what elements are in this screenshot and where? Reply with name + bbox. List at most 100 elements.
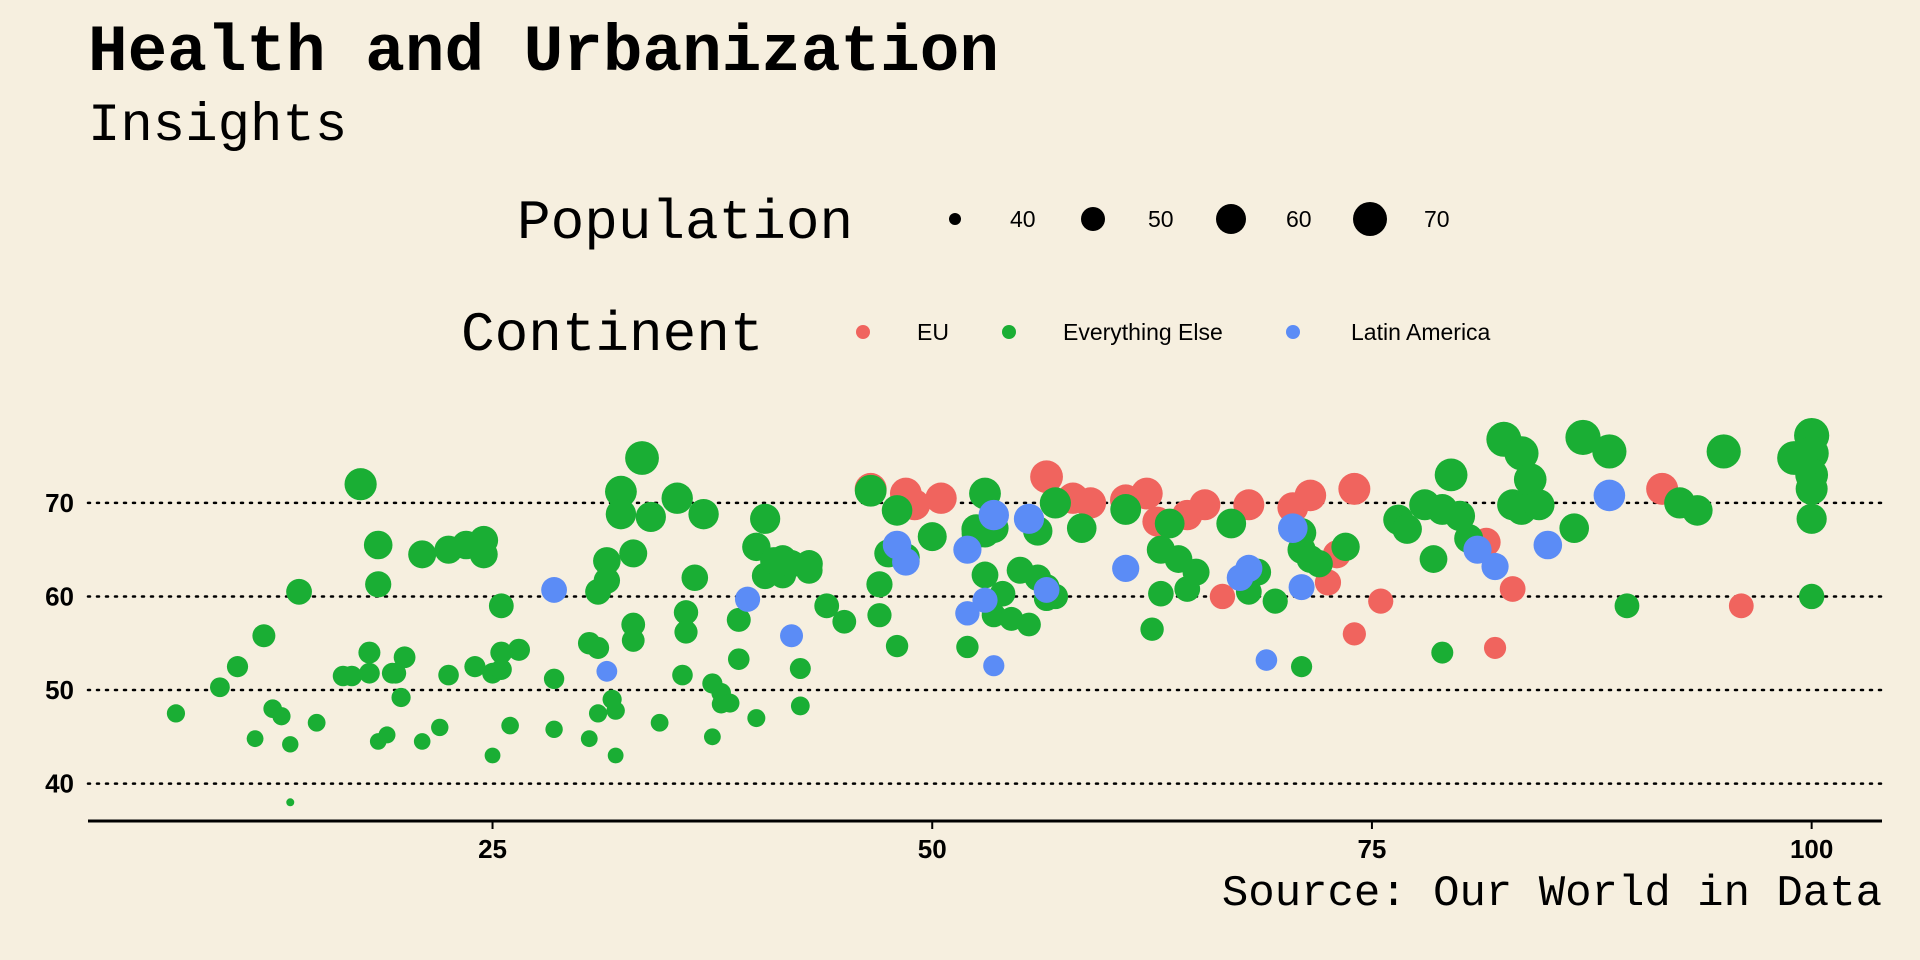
- point-other-61: [672, 664, 693, 686]
- point-other-119: [1154, 508, 1185, 539]
- point-eu-12: [1209, 583, 1236, 610]
- point-other-50: [606, 701, 625, 720]
- point-latam-1: [596, 660, 618, 682]
- point-other-40: [543, 668, 565, 689]
- point-other-89: [866, 571, 893, 598]
- point-other-21: [385, 662, 407, 684]
- point-other-72: [726, 607, 751, 632]
- point-other-134: [1392, 514, 1422, 544]
- point-other-154: [1706, 434, 1741, 469]
- size-legend-label-50: 50: [1148, 206, 1174, 232]
- point-other-96: [956, 635, 979, 659]
- point-other-3: [246, 730, 264, 748]
- point-other-44: [586, 636, 610, 660]
- point-other-74: [747, 709, 766, 728]
- color-legend-label-everything-else: Everything Else: [1063, 319, 1223, 345]
- point-other-153: [1682, 495, 1713, 526]
- point-latam-21: [1533, 530, 1563, 560]
- point-other-6: [272, 707, 291, 726]
- point-other-37: [490, 641, 513, 664]
- point-latam-20: [1481, 552, 1509, 581]
- point-other-123: [1216, 508, 1247, 539]
- point-other-65: [688, 498, 719, 530]
- point-latam-16: [1255, 649, 1278, 671]
- point-other-56: [621, 629, 645, 652]
- point-other-25: [413, 733, 431, 750]
- point-other-160: [1796, 503, 1827, 534]
- point-other-45: [588, 704, 608, 723]
- point-other-95: [917, 522, 947, 552]
- point-other-75: [750, 503, 781, 534]
- color-legend-key-everything-else: [1002, 325, 1016, 339]
- point-eu-19: [1342, 622, 1366, 646]
- point-other-92: [885, 634, 909, 658]
- point-other-70: [720, 693, 740, 713]
- point-other-118: [1148, 580, 1174, 607]
- point-eu-11: [1189, 489, 1221, 521]
- point-other-26: [431, 718, 449, 737]
- point-other-88: [867, 603, 892, 628]
- x-axis-ticks: 25 50 75 100: [478, 821, 1833, 864]
- point-other-58: [635, 501, 666, 533]
- chart-subtitle: Insights: [88, 96, 348, 157]
- color-legend-label-latin-america: Latin America: [1351, 319, 1491, 345]
- point-latam-10: [983, 655, 1005, 677]
- point-other-32: [469, 525, 499, 555]
- point-other-64: [681, 564, 709, 592]
- point-other-81: [789, 658, 811, 680]
- point-other-10: [307, 713, 326, 732]
- point-latam-6: [955, 601, 980, 626]
- point-latam-9: [978, 499, 1009, 531]
- point-other-34: [484, 747, 501, 764]
- point-other-151: [1614, 593, 1640, 619]
- point-other-84: [795, 550, 823, 578]
- point-other-161: [1798, 583, 1825, 610]
- point-other-19: [378, 726, 396, 744]
- point-other-114: [1066, 513, 1097, 543]
- point-other-7: [282, 736, 299, 753]
- point-other-55: [621, 612, 646, 637]
- point-other-41: [545, 720, 563, 739]
- point-other-86: [832, 609, 857, 634]
- point-other-14: [358, 641, 381, 664]
- size-legend-key-60: [1216, 204, 1246, 234]
- point-other-13: [344, 468, 377, 501]
- point-other-62: [673, 600, 699, 625]
- size-legend: Population 40 50 60 70: [517, 191, 1450, 255]
- size-legend-key-40: [949, 213, 961, 225]
- point-other-53: [605, 498, 637, 530]
- point-other-149: [1565, 419, 1601, 456]
- chart-caption: Source: Our World in Data: [1221, 869, 1882, 919]
- point-other-24: [408, 540, 437, 569]
- color-legend-key-eu: [856, 325, 870, 339]
- chart-title: Health and Urbanization: [88, 15, 999, 90]
- point-latam-12: [1033, 577, 1060, 603]
- y-axis-ticks: 40 50 60 70: [45, 488, 74, 799]
- point-other-60: [661, 482, 693, 514]
- point-other-144: [1504, 436, 1539, 471]
- x-tick-label-50: 50: [918, 834, 947, 864]
- point-latam-13: [1112, 554, 1140, 583]
- x-tick-label-25: 25: [478, 834, 507, 864]
- size-legend-label-60: 60: [1286, 206, 1312, 232]
- size-legend-title: Population: [517, 191, 853, 255]
- data-points: [166, 417, 1830, 807]
- point-latam-3: [780, 624, 804, 648]
- point-eu-22: [1483, 636, 1507, 660]
- point-other-0: [166, 704, 186, 723]
- point-other-39: [507, 638, 531, 661]
- point-eu-15: [1294, 479, 1327, 512]
- point-other-116: [1140, 617, 1164, 641]
- point-other-67: [703, 728, 721, 746]
- point-eu-4: [1030, 460, 1063, 494]
- point-other-107: [1017, 612, 1041, 637]
- point-latam-0: [541, 577, 567, 603]
- point-other-43: [580, 730, 598, 748]
- gridlines: [86, 501, 1884, 785]
- point-other-85: [814, 593, 840, 619]
- point-other-36: [490, 658, 512, 680]
- point-other-4: [252, 624, 276, 648]
- point-latam-11: [1013, 503, 1045, 534]
- point-other-35: [488, 593, 514, 619]
- size-legend-label-70: 70: [1424, 206, 1450, 232]
